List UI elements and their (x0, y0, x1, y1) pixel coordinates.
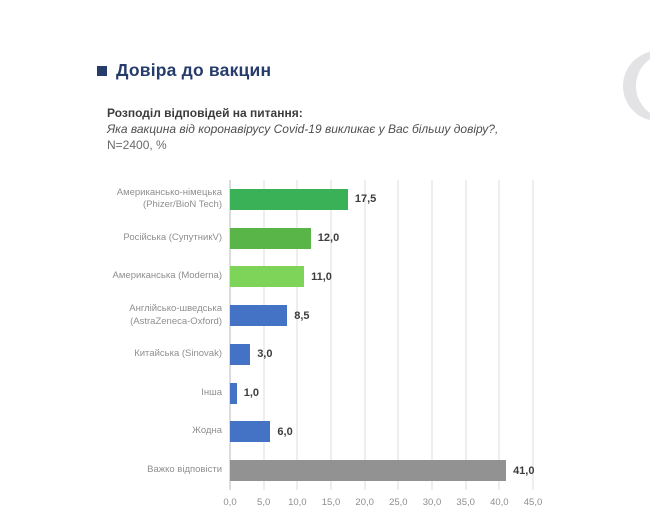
gridline (498, 180, 500, 490)
chart-row: Жодна 6,0 (192, 413, 533, 452)
category-label: Важко відповісти (147, 464, 222, 476)
bar (230, 305, 288, 327)
bar-value-label: 3,0 (257, 348, 273, 361)
chart-rows: Американсько-німецька (Phizer/BioN Tech) 1… (113, 180, 535, 490)
subtitle-question-line: Яка вакцина від коронавірусу Covid-19 ви… (107, 122, 509, 154)
plot-area (229, 180, 534, 490)
gridline (263, 180, 265, 490)
x-tick-label: 10,0 (288, 497, 307, 508)
bar-area: 11,0 (230, 266, 533, 288)
category-label: Американсько-німецька (Phizer/BioN Tech) (116, 186, 222, 211)
chart-row: Російська (СупутникV) 12,0 (123, 219, 533, 258)
x-axis: 0,0 5,0 10,0 15,0 20,0 25,0 30,0 35,0 40,0 45,0 (223, 497, 542, 511)
page-title: Довіра до вакцин (116, 60, 272, 80)
x-tick-label: 5,0 (257, 497, 271, 508)
bar (230, 227, 311, 249)
x-tick-label: 20,0 (355, 497, 374, 508)
square-bullet-icon (97, 65, 107, 76)
bar-area: 6,0 (230, 421, 533, 443)
bar-area: 1,0 (230, 382, 533, 404)
bar-area: 3,0 (230, 343, 533, 365)
bar-value-label: 1,0 (243, 387, 260, 400)
title-section: Довіра до вакцин (97, 60, 271, 81)
bar-value-label: 12,0 (317, 232, 340, 245)
gridline (465, 180, 467, 490)
gridline (296, 180, 298, 490)
bar-value-label: 8,5 (294, 309, 310, 322)
gridline (397, 180, 399, 490)
bar (230, 266, 305, 288)
category-label: Інша (201, 386, 222, 398)
bar-area: 8,5 (230, 305, 533, 327)
bar-area: 17,5 (230, 188, 533, 210)
x-tick-label: 35,0 (456, 497, 475, 508)
bar (230, 188, 348, 210)
bar (230, 343, 251, 365)
x-tick-label: 0,0 (223, 497, 237, 508)
chart-row: Інша 1,0 (201, 374, 533, 413)
bar (230, 382, 237, 404)
subtitle-lead: Розподіл відповідей на питання: (107, 106, 303, 120)
crescent-inner-circle-icon (636, 53, 650, 119)
bar-value-label: 6,0 (277, 425, 293, 438)
crescent-decoration (623, 51, 650, 121)
x-tick-label: 15,0 (321, 497, 341, 508)
bar-value-label: 17,5 (354, 193, 377, 206)
gridline (330, 180, 332, 490)
bar-value-label: 11,0 (311, 270, 332, 283)
bar-chart: Американсько-німецька (Phizer/BioN Tech) 1… (95, 180, 565, 508)
category-label: Жодна (192, 425, 222, 437)
subtitle-question: Яка вакцина від коронавірусу Covid-19 ви… (107, 121, 499, 136)
category-label: Китайська (Sinovak) (134, 347, 222, 359)
x-tick-label: 45,0 (523, 497, 543, 508)
chart-row: Американсько-німецька (Phizer/BioN Tech) 1… (117, 180, 533, 219)
sample-size-note: N=2400, % (107, 137, 167, 152)
chart-row: Англійсько-шведська (AstraZeneca-Oxford) 8… (129, 296, 533, 335)
chart-row: Американська (Moderna) 11,0 (113, 258, 533, 297)
x-tick-label: 40,0 (490, 497, 509, 508)
category-label: Англійсько-шведська (AstraZeneca-Oxford) (129, 302, 222, 327)
chart-row: Важко відповісти 41,0 (147, 451, 535, 490)
bar (230, 421, 271, 443)
y-axis-line (229, 180, 231, 490)
gridline (431, 180, 433, 490)
gridline (532, 180, 534, 490)
gridline (364, 180, 366, 490)
bar-area: 41,0 (230, 460, 535, 482)
subtitle-block: Розподіл відповідей на питання: Яка вакц… (107, 106, 509, 153)
x-tick-label: 30,0 (422, 497, 442, 508)
bar-value-label: 41,0 (513, 464, 535, 477)
category-label: Американська (Moderna) (112, 270, 222, 282)
bar (230, 460, 507, 482)
x-tick-label: 25,0 (389, 497, 408, 508)
category-label: Російська (СупутникV) (123, 231, 222, 243)
chart-row: Китайська (Sinovak) 3,0 (134, 335, 533, 374)
bar-area: 12,0 (230, 227, 533, 249)
